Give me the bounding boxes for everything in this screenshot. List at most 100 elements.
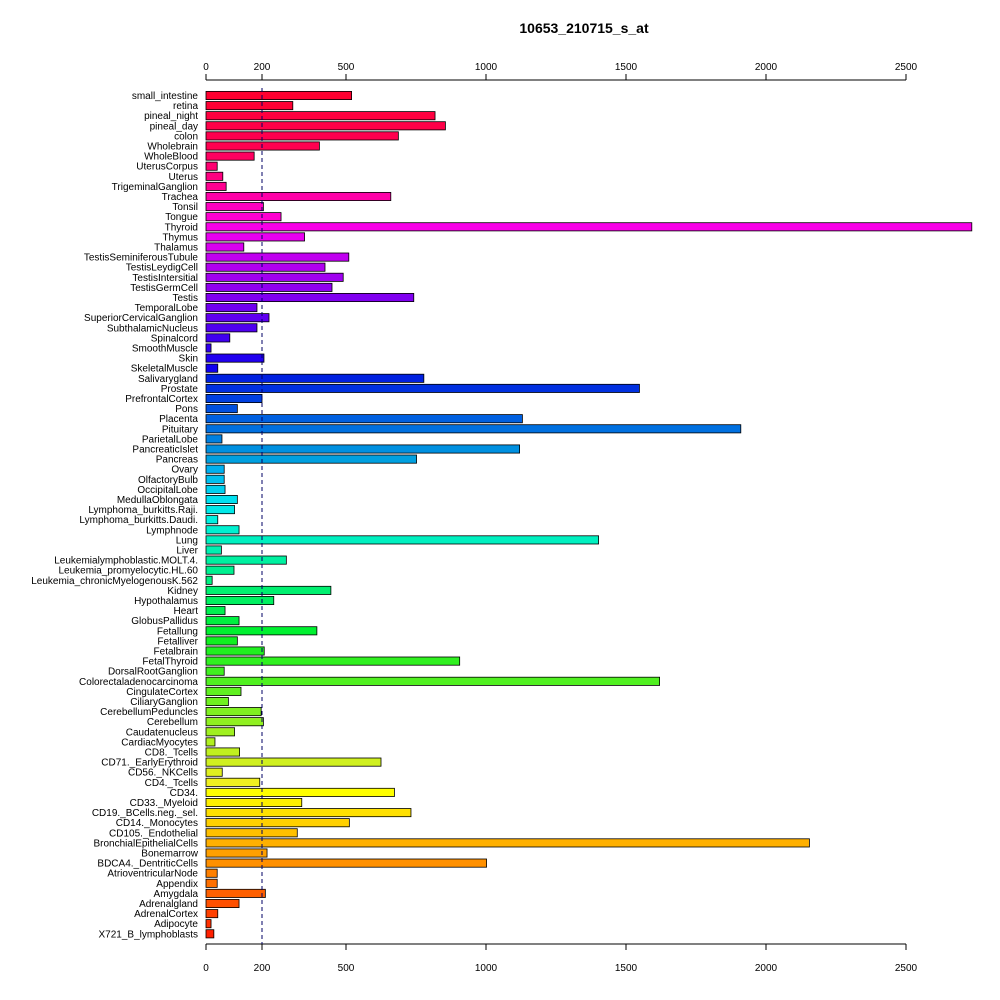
x-tick-label: 1000 <box>475 963 498 974</box>
category-label: AtrioventricularNode <box>107 869 198 880</box>
category-label: SuperiorCervicalGanglion <box>84 313 198 324</box>
bar <box>205 353 265 363</box>
bar <box>205 212 282 222</box>
bar <box>205 838 810 848</box>
bar <box>205 575 213 585</box>
bar <box>205 121 446 131</box>
category-label: TestisSeminiferousTubule <box>84 253 199 264</box>
category-label: Fetallung <box>157 626 198 637</box>
bar <box>205 757 382 767</box>
bar <box>205 616 240 626</box>
category-label: Testis <box>172 293 198 304</box>
category-label: TestisIntersitial <box>132 273 198 284</box>
bar <box>205 646 265 656</box>
category-label: UterusCorpus <box>136 162 198 173</box>
bar <box>205 242 245 252</box>
category-label: Skin <box>179 354 198 365</box>
bar <box>205 525 240 535</box>
bar <box>205 767 223 777</box>
bar <box>205 313 270 323</box>
bar <box>205 474 225 484</box>
bar <box>205 222 973 232</box>
bar <box>205 292 415 302</box>
bar <box>205 565 235 575</box>
category-label: TestisLeydigCell <box>126 263 198 274</box>
category-label: AdrenalCortex <box>134 909 198 920</box>
bar <box>205 91 353 101</box>
bar <box>205 818 350 828</box>
bar <box>205 787 395 797</box>
bar <box>205 868 218 878</box>
category-label: Colorectaladenocarcinoma <box>79 677 198 688</box>
category-label: Fetalbrain <box>154 647 198 658</box>
category-label: PrefrontalCortex <box>125 394 198 405</box>
bar <box>205 676 661 686</box>
bar <box>205 727 235 737</box>
category-label: Prostate <box>161 384 199 395</box>
bar <box>205 697 229 707</box>
category-label: Tongue <box>165 212 198 223</box>
bar <box>205 555 287 565</box>
bar <box>205 919 212 929</box>
bar <box>205 909 219 919</box>
category-label: Adipocyte <box>154 919 198 930</box>
category-label: WholeBlood <box>144 152 198 163</box>
x-tick-label: 2000 <box>755 62 778 73</box>
category-label: PancreaticIslet <box>132 445 198 456</box>
category-label: FetalThyroid <box>142 657 198 668</box>
x-tick-label: 2500 <box>895 963 918 974</box>
category-label: CD14._Monocytes <box>116 818 198 829</box>
bar <box>205 656 461 666</box>
category-label: TrigeminalGanglion <box>112 182 198 193</box>
bar <box>205 777 261 787</box>
bar <box>205 737 216 747</box>
category-label: pineal_day <box>150 121 198 132</box>
bar <box>205 373 425 383</box>
chart-title: 10653_210715_s_at <box>519 20 649 36</box>
category-label: CD8._Tcells <box>145 748 198 759</box>
bar <box>205 333 231 343</box>
category-label: MedullaOblongata <box>117 495 199 506</box>
x-tick-label: 500 <box>338 62 355 73</box>
bar <box>205 111 436 121</box>
bar <box>205 494 238 504</box>
bar <box>205 434 223 444</box>
category-label: Ovary <box>171 465 198 476</box>
category-label: Spinalcord <box>151 333 198 344</box>
category-label: pineal_night <box>144 111 198 122</box>
category-label: SmoothMuscle <box>132 344 199 355</box>
category-label: CerebellumPeduncles <box>100 707 198 718</box>
category-label: SkeletalMuscle <box>131 364 199 375</box>
bar <box>205 717 264 727</box>
category-label: Lung <box>176 535 198 546</box>
bars-group <box>205 91 973 939</box>
bar <box>205 798 303 808</box>
bar <box>205 545 222 555</box>
category-label: Kidney <box>167 586 198 597</box>
category-label: Adrenalgland <box>139 899 198 910</box>
category-label: Appendix <box>156 879 198 890</box>
category-label: Leukemialymphoblastic.MOLT.4. <box>54 556 198 567</box>
category-label: CingulateCortex <box>126 687 198 698</box>
category-label: Pons <box>175 404 198 415</box>
bar <box>205 262 326 272</box>
category-label: Thymus <box>162 232 198 243</box>
category-label: Caudatenucleus <box>126 727 198 738</box>
x-tick-label: 200 <box>254 963 271 974</box>
x-tick-label: 1500 <box>615 62 638 73</box>
category-label: CardiacMyocytes <box>121 737 198 748</box>
category-label: GlobusPallidus <box>131 616 198 627</box>
x-axis-top: 0 200 500 1000 1500 2000 2500 <box>203 62 918 81</box>
bar <box>205 101 294 111</box>
category-label: Wholebrain <box>147 142 198 153</box>
category-label: BronchialEpithelialCells <box>94 838 199 849</box>
bar <box>205 202 264 212</box>
bar <box>205 141 320 151</box>
bar <box>205 383 640 393</box>
category-label: Pituitary <box>162 424 198 435</box>
bar <box>205 636 238 646</box>
category-label: OccipitalLobe <box>137 485 198 496</box>
category-label: colon <box>174 131 198 142</box>
category-label: CD71._EarlyErythroid <box>101 758 198 769</box>
bar <box>205 828 298 838</box>
